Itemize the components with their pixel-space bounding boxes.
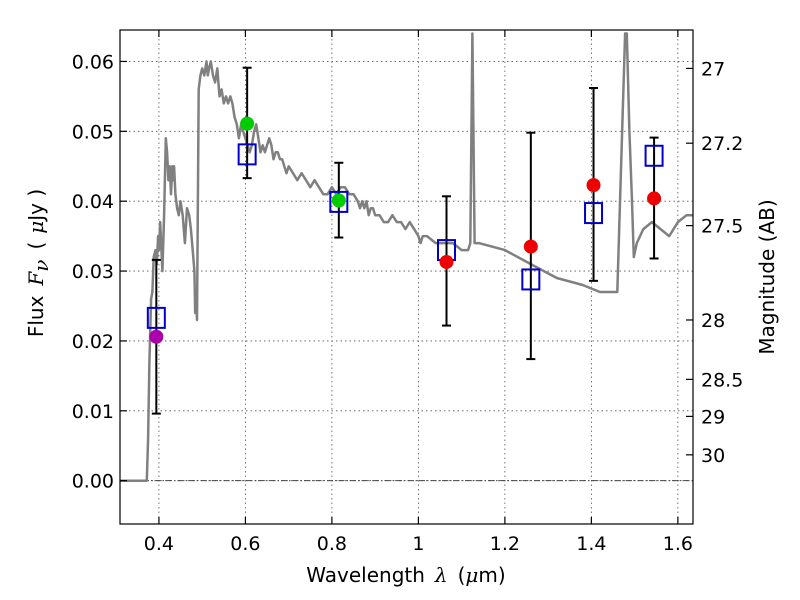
- model-spectrum-line: [120, 32, 693, 482]
- model-flux-square: [644, 144, 664, 167]
- y2-tick-label: 27.2: [701, 133, 743, 155]
- model-flux-square: [329, 190, 349, 213]
- x-tick-label: 1: [412, 533, 424, 555]
- observed-flux-point: [439, 254, 454, 269]
- y-tick-label: 0.06: [72, 51, 114, 73]
- y-tick-label: 0.04: [72, 191, 114, 213]
- observed-flux-point: [647, 191, 662, 206]
- model-flux-square: [237, 143, 257, 166]
- x-tick-label: 0.8: [317, 533, 347, 555]
- observed-flux-point: [331, 193, 346, 208]
- y2-tick-label: 27: [701, 58, 725, 80]
- y-axis-ticks: 0.00 0.01 0.02 0.03 0.04 0.05 0.06: [72, 51, 127, 493]
- y2-tick-label: 29: [701, 406, 725, 428]
- y-tick-label: 0.01: [72, 401, 114, 423]
- y-tick-label: 0.00: [72, 471, 114, 493]
- error-bars: [151, 66, 659, 415]
- model-flux-square: [521, 268, 541, 291]
- x-tick-label: 1.4: [576, 533, 606, 555]
- y-tick-label: 0.05: [72, 121, 114, 143]
- x-tick-label: 1.6: [663, 533, 693, 555]
- grid: [120, 30, 693, 524]
- y-tick-label: 0.02: [72, 331, 114, 353]
- x-axis-label: Wavelength λ (μm): [306, 563, 505, 587]
- data-markers: [146, 116, 664, 344]
- y2-tick-label: 28.5: [701, 369, 743, 391]
- plot-frame: [119, 29, 694, 525]
- y2-axis-ticks: 27 27.2 27.5 28 28.5 29 30: [686, 58, 743, 467]
- y-tick-label: 0.03: [72, 261, 114, 283]
- y2-tick-label: 28: [701, 310, 725, 332]
- observed-flux-point: [149, 329, 164, 344]
- model-flux-square: [146, 306, 166, 329]
- x-tick-label: 0.6: [230, 533, 260, 555]
- observed-flux-point: [586, 178, 601, 193]
- x-axis-ticks: 0.4 0.6 0.8 1 1.2 1.4 1.6: [144, 30, 693, 555]
- model-flux-square: [584, 202, 604, 225]
- observed-flux-point: [240, 116, 255, 131]
- y2-tick-label: 30: [701, 445, 725, 467]
- y-axis-label: FluxFν(μJy ): [24, 189, 53, 337]
- observed-flux-point: [523, 239, 538, 254]
- x-tick-label: 1.2: [490, 533, 520, 555]
- y2-axis-label: Magnitude (AB): [755, 199, 779, 354]
- y2-tick-label: 27.5: [701, 216, 743, 238]
- x-tick-label: 0.4: [144, 533, 174, 555]
